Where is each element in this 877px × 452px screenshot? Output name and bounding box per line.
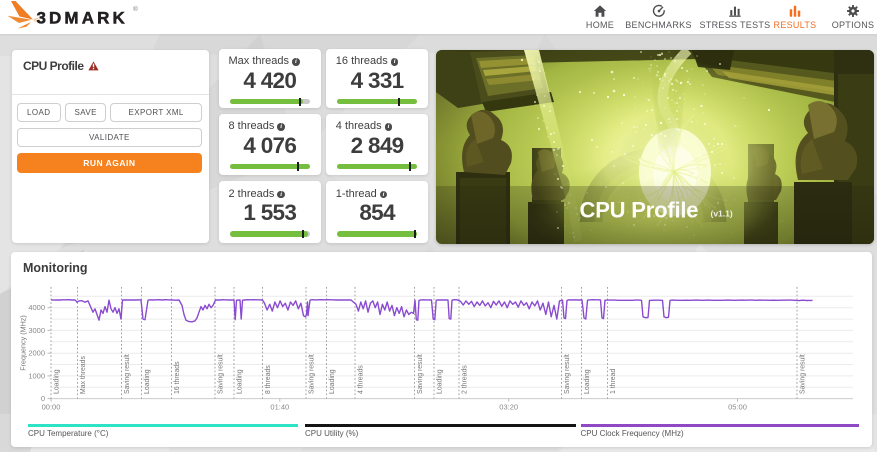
- svg-text:4 threads: 4 threads: [358, 365, 365, 394]
- svg-text:2000: 2000: [28, 349, 45, 358]
- svg-text:Loading: Loading: [144, 369, 151, 394]
- svg-text:2 threads: 2 threads: [462, 365, 469, 394]
- svg-text:4000: 4000: [28, 303, 45, 312]
- svg-text:Saving result: Saving result: [309, 354, 316, 394]
- svg-text:0: 0: [41, 394, 45, 403]
- svg-text:(v1.1): (v1.1): [711, 208, 733, 218]
- svg-text:3000: 3000: [28, 326, 45, 335]
- svg-text:Saving result: Saving result: [218, 354, 225, 394]
- svg-text:05:00: 05:00: [728, 403, 747, 412]
- svg-text:Loading: Loading: [437, 369, 444, 394]
- svg-text:Frequency (MHz): Frequency (MHz): [19, 315, 28, 371]
- svg-text:Saving result: Saving result: [124, 354, 131, 394]
- svg-text:16 threads: 16 threads: [174, 361, 181, 394]
- svg-text:1 thread: 1 thread: [610, 369, 617, 394]
- svg-text:8 threads: 8 threads: [265, 365, 272, 394]
- svg-text:00:00: 00:00: [42, 403, 61, 412]
- svg-text:CPU Profile: CPU Profile: [580, 197, 699, 222]
- svg-text:1000: 1000: [28, 371, 45, 380]
- svg-text:®: ®: [133, 5, 138, 13]
- svg-text:Loading: Loading: [584, 369, 591, 394]
- svg-text:01:40: 01:40: [270, 403, 289, 412]
- svg-text:Loading: Loading: [329, 369, 336, 394]
- svg-text:Saving result: Saving result: [800, 354, 807, 394]
- svg-text:03:20: 03:20: [499, 403, 518, 412]
- svg-text:Loading: Loading: [237, 369, 244, 394]
- svg-text:Saving result: Saving result: [564, 354, 571, 394]
- svg-text:Loading: Loading: [54, 369, 61, 394]
- svg-text:Max threads: Max threads: [80, 356, 87, 394]
- svg-text:Saving result: Saving result: [417, 354, 424, 394]
- svg-text:3DMARK: 3DMARK: [37, 8, 128, 27]
